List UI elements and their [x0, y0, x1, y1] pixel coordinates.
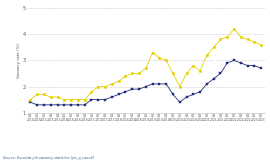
Construction — [42, 93, 46, 95]
All sectors — [63, 104, 66, 106]
Construction — [124, 75, 127, 77]
All sectors — [110, 96, 113, 98]
All sectors — [69, 104, 73, 106]
Construction — [49, 96, 52, 98]
All sectors — [151, 83, 154, 85]
All sectors — [56, 104, 59, 106]
All sectors — [117, 93, 120, 95]
All sectors — [253, 65, 256, 67]
All sectors — [49, 104, 52, 106]
All sectors — [198, 91, 202, 93]
Construction — [137, 72, 141, 74]
All sectors — [103, 99, 107, 101]
Construction — [97, 86, 100, 88]
All sectors — [205, 83, 208, 85]
Construction — [29, 99, 32, 101]
All sectors — [97, 99, 100, 101]
Construction — [226, 36, 229, 38]
Construction — [56, 96, 59, 98]
Line: Construction: Construction — [29, 28, 262, 101]
Y-axis label: Vacancy rate (%): Vacancy rate (%) — [17, 43, 21, 78]
All sectors — [239, 62, 242, 64]
All sectors — [83, 104, 86, 106]
Text: Source: Eurostat job vacancy statistics (jvs_q_nace2): Source: Eurostat job vacancy statistics … — [3, 156, 94, 160]
All sectors — [232, 59, 236, 61]
Construction — [239, 36, 242, 38]
All sectors — [219, 72, 222, 74]
All sectors — [137, 88, 141, 90]
All sectors — [131, 88, 134, 90]
Construction — [205, 54, 208, 56]
Construction — [83, 99, 86, 101]
All sectors — [246, 65, 249, 67]
Construction — [253, 41, 256, 43]
All sectors — [76, 104, 80, 106]
All sectors — [192, 93, 195, 95]
Construction — [144, 67, 147, 69]
Construction — [232, 28, 236, 30]
Construction — [164, 59, 168, 61]
All sectors — [212, 78, 215, 80]
All sectors — [178, 101, 181, 103]
Construction — [158, 57, 161, 59]
All sectors — [259, 67, 263, 69]
Construction — [76, 99, 80, 101]
Construction — [192, 65, 195, 67]
Construction — [178, 86, 181, 88]
All sectors — [171, 93, 175, 95]
All sectors — [164, 83, 168, 85]
Construction — [131, 72, 134, 74]
Construction — [110, 83, 113, 85]
Construction — [185, 72, 188, 74]
Construction — [90, 91, 93, 93]
Construction — [36, 93, 39, 95]
Construction — [63, 99, 66, 101]
All sectors — [226, 62, 229, 64]
Construction — [117, 80, 120, 82]
Construction — [171, 72, 175, 74]
All sectors — [185, 96, 188, 98]
Construction — [219, 38, 222, 40]
Construction — [246, 38, 249, 40]
Construction — [103, 86, 107, 88]
Construction — [259, 44, 263, 46]
All sectors — [158, 83, 161, 85]
All sectors — [124, 91, 127, 93]
Line: All sectors: All sectors — [29, 59, 262, 106]
All sectors — [42, 104, 46, 106]
All sectors — [29, 101, 32, 103]
Construction — [212, 46, 215, 48]
Construction — [198, 70, 202, 72]
All sectors — [144, 86, 147, 88]
Construction — [69, 99, 73, 101]
All sectors — [36, 104, 39, 106]
All sectors — [90, 99, 93, 101]
Construction — [151, 52, 154, 53]
